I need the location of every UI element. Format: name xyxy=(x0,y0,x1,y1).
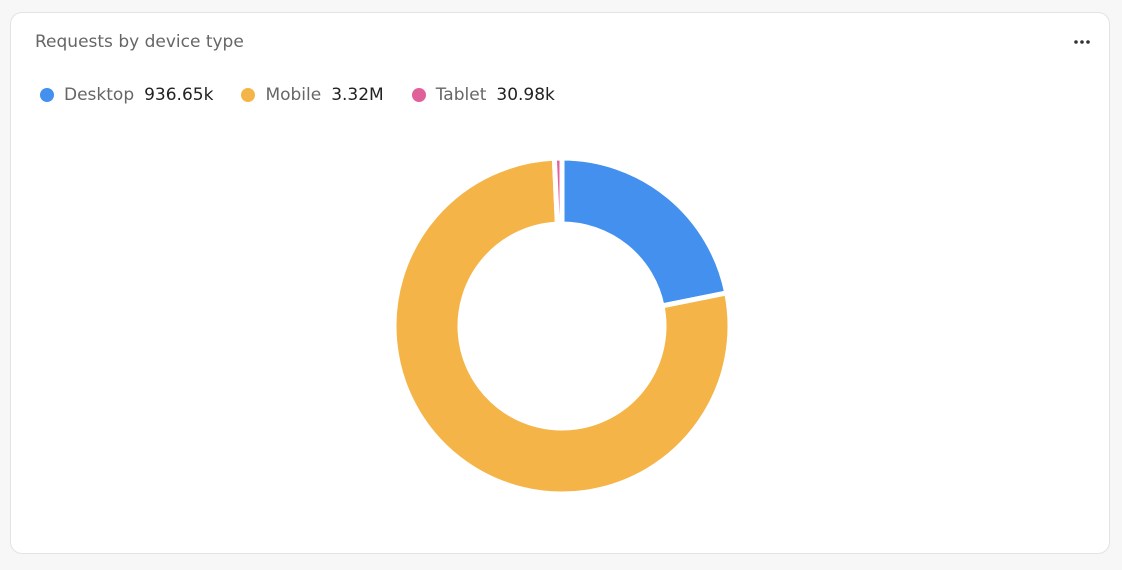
legend-label: Mobile xyxy=(265,85,322,105)
legend-value: 3.32M xyxy=(331,85,384,105)
legend-marker xyxy=(241,88,256,102)
legend-marker xyxy=(411,88,426,102)
card-title: Requests by device type xyxy=(35,32,244,52)
legend-value: 936.65k xyxy=(144,85,214,105)
legend-item[interactable]: Tablet 30.98k xyxy=(411,85,555,105)
donut-segment[interactable] xyxy=(391,155,733,497)
donut-chart xyxy=(391,155,733,497)
legend-marker xyxy=(40,88,54,102)
legend: Desktop 936.65k Mobile 3.32M Tablet 30.98k xyxy=(40,85,583,105)
donut-segment[interactable] xyxy=(559,155,730,309)
legend-label: Tablet xyxy=(435,85,487,105)
legend-label: Desktop xyxy=(64,85,135,105)
donut-segment[interactable] xyxy=(551,155,565,227)
more-menu[interactable] xyxy=(1073,39,1091,45)
legend-value: 30.98k xyxy=(496,85,555,105)
legend-item[interactable]: Mobile 3.32M xyxy=(241,85,384,105)
card: Requests by device type Desktop 936.65k Mo… xyxy=(10,12,1110,554)
legend-item[interactable]: Desktop 936.65k xyxy=(40,85,213,105)
